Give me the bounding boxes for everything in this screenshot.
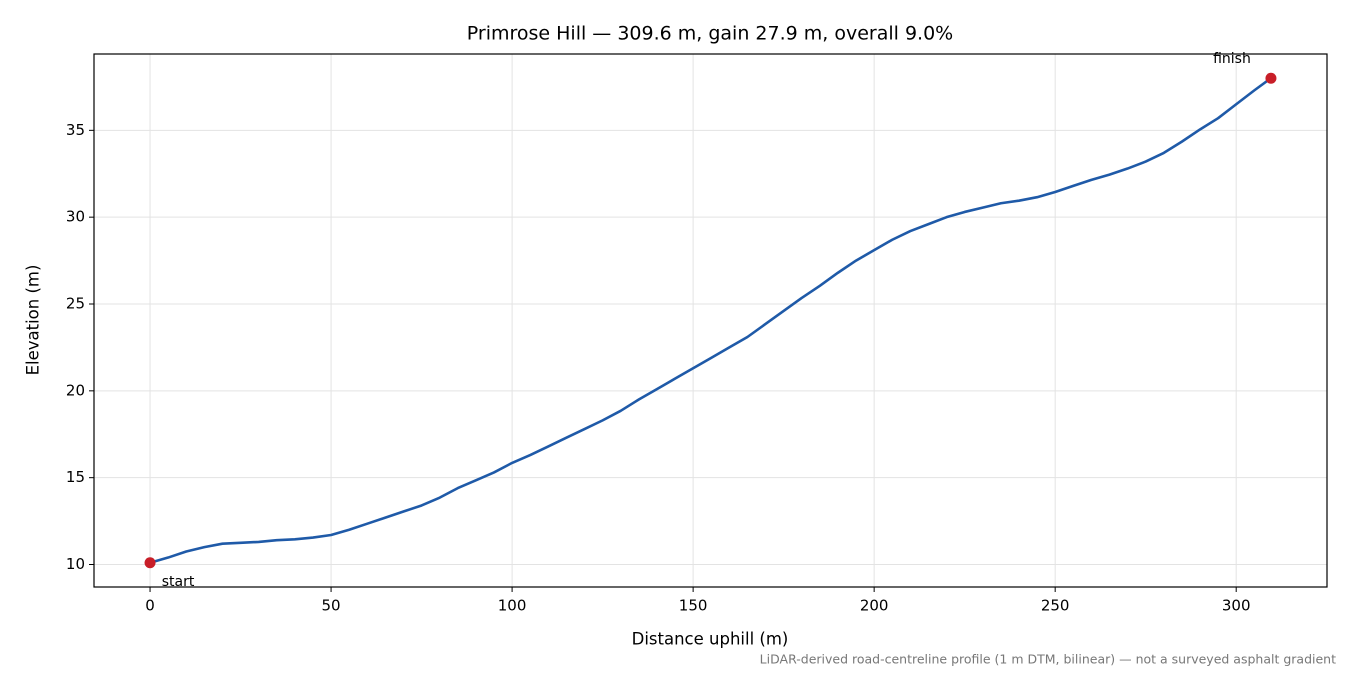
- x-axis-label: Distance uphill (m): [632, 630, 789, 649]
- x-tick-label: 0: [145, 597, 155, 615]
- annotation: start: [162, 574, 195, 590]
- x-tick-label: 100: [498, 597, 527, 615]
- x-tick-label: 150: [679, 597, 708, 615]
- endpoint-marker: [1265, 72, 1277, 84]
- elevation-line: [149, 77, 1272, 565]
- y-tick-label: 30: [66, 208, 85, 226]
- endpoint-marker: [144, 557, 156, 569]
- y-tick-label: 10: [66, 555, 85, 573]
- x-tick-label: 200: [860, 597, 889, 615]
- x-tick-label: 250: [1041, 597, 1070, 615]
- footnote: LiDAR-derived road-centreline profile (1…: [760, 652, 1336, 667]
- y-tick-label: 15: [66, 468, 85, 486]
- chart-title: Primrose Hill — 309.6 m, gain 27.9 m, ov…: [467, 23, 953, 45]
- y-tick-label: 35: [66, 121, 85, 139]
- x-tick-label: 50: [322, 597, 341, 615]
- y-tick-label: 25: [66, 295, 85, 313]
- y-tick-label: 20: [66, 381, 85, 399]
- y-axis-label: Elevation (m): [24, 265, 43, 376]
- plot-frame: [93, 53, 1328, 588]
- annotation: finish: [1213, 51, 1251, 67]
- x-tick-label: 300: [1222, 597, 1251, 615]
